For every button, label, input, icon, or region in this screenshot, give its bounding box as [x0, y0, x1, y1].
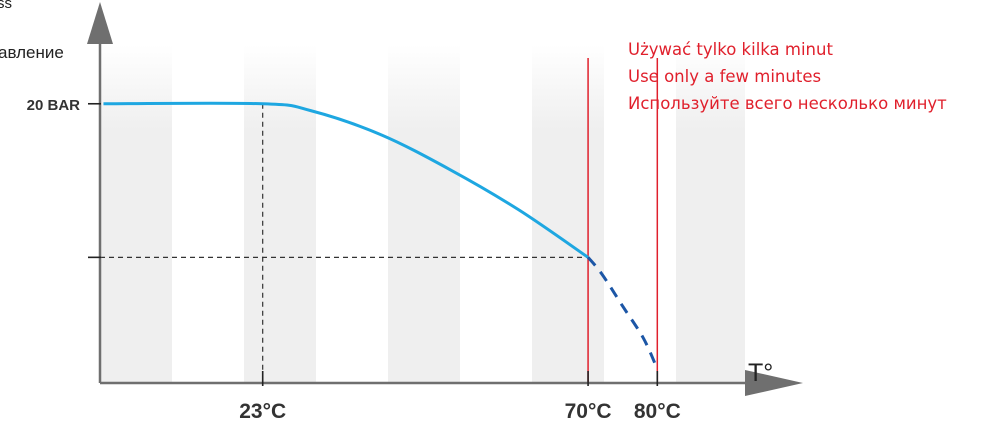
warning-note: Используйте всего несколько минут — [628, 94, 947, 113]
background-band — [100, 45, 172, 383]
background-bands — [100, 45, 745, 383]
x-tick-label: 23°C — [239, 400, 286, 423]
tick-labels: 20 BAR 23°C 70°C 80°C T° авление ss — [0, 0, 773, 423]
series-line-dashed — [586, 256, 659, 370]
guide-lines — [100, 103, 589, 383]
background-band — [244, 45, 316, 383]
background-band — [676, 45, 745, 383]
y-axis-label: авление — [0, 43, 64, 62]
y-tick-label: 20 BAR — [27, 97, 81, 114]
background-band — [388, 45, 460, 383]
warning-note: Używać tylko kilka minut — [628, 40, 833, 59]
warning-note: Use only a few minutes — [628, 67, 821, 86]
series-group — [103, 101, 659, 370]
warning-notes: Używać tylko kilka minut Use only a few m… — [628, 40, 947, 113]
x-tick-label: 70°C — [565, 400, 612, 423]
x-tick-label: 80°C — [634, 400, 681, 423]
y-axis-arrow — [87, 2, 113, 44]
x-axis-label: T° — [748, 359, 773, 387]
background-band — [532, 45, 604, 383]
limit-lines — [587, 58, 659, 383]
y-axis-label-top: ss — [0, 0, 12, 12]
x-axis-arrow — [745, 370, 803, 396]
series-line — [103, 101, 589, 259]
axes — [87, 2, 803, 396]
